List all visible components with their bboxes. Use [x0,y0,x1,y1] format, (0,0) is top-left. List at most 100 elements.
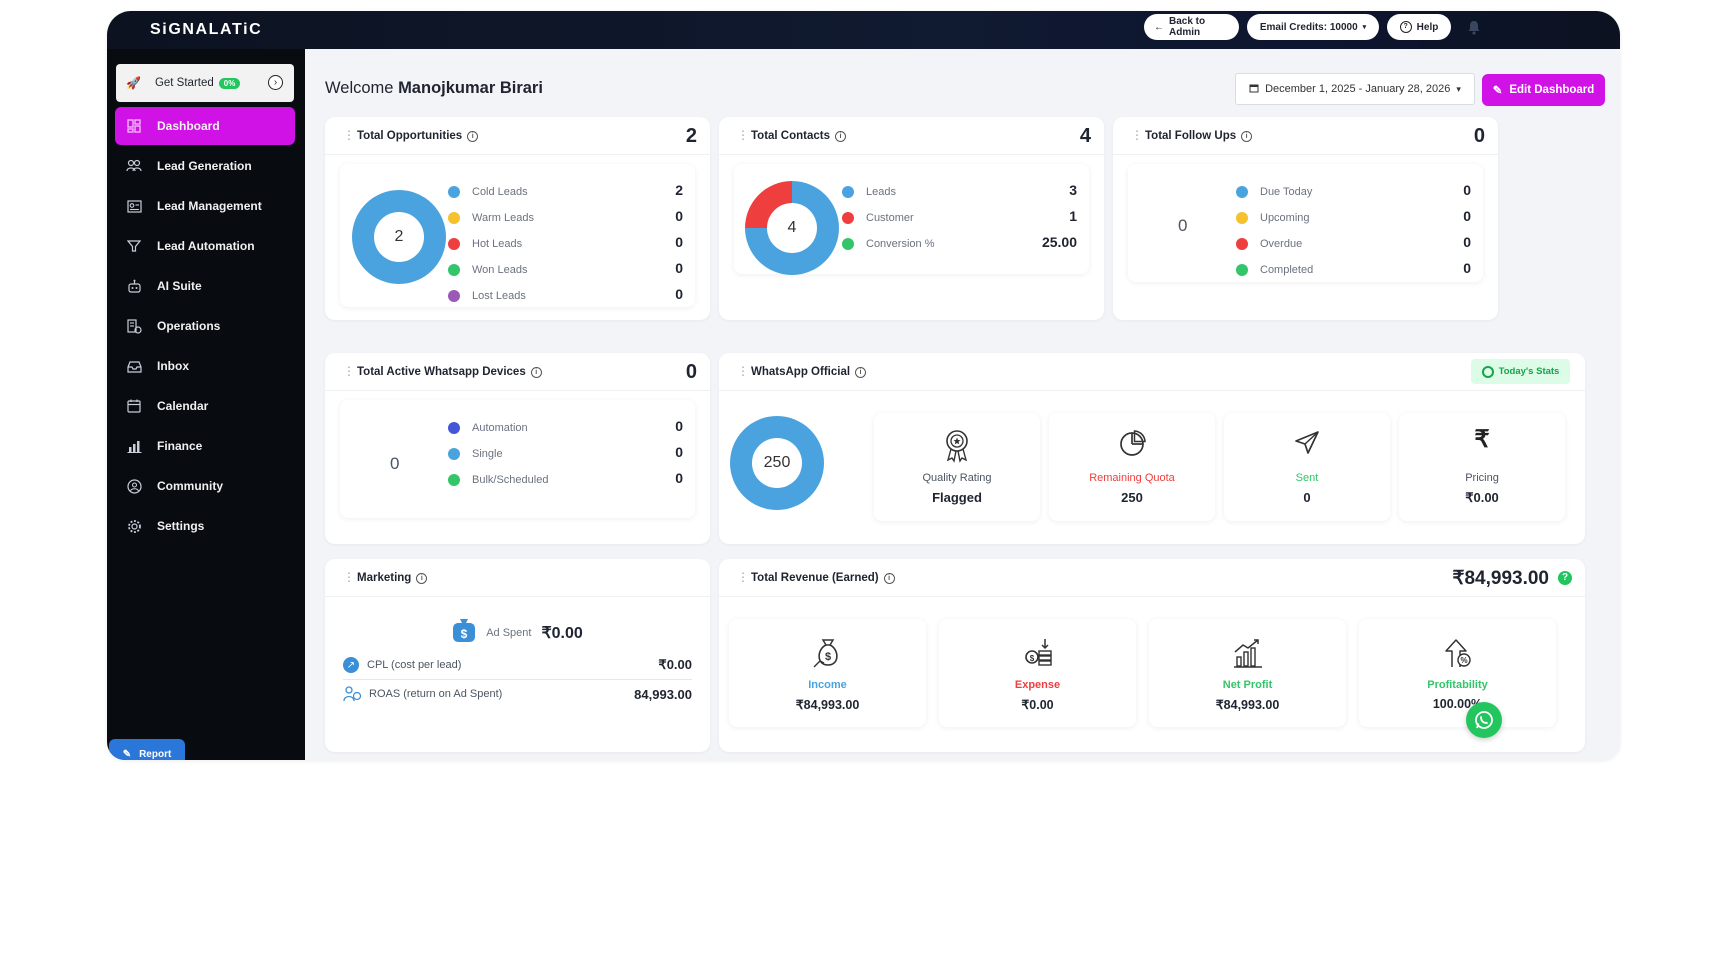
rupee-icon: ₹ [1474,426,1490,453]
legend-dot [448,422,460,434]
info-icon[interactable]: i [855,367,867,378]
legend-dot [448,212,460,224]
money-bag-icon: $ [452,617,476,648]
sidebar-item-settings[interactable]: Settings [115,507,295,545]
todays-stats-toggle[interactable]: Today's Stats [1471,359,1570,384]
logo: SiGNALATiC [150,21,263,38]
community-icon [126,478,142,494]
net-profit-stat: Net Profit ₹84,993.00 [1149,619,1346,727]
legend-value: 0 [675,234,683,250]
info-icon[interactable]: i [883,573,895,584]
opportunities-donut-chart: 2 [352,190,446,284]
legend-item: Due Today [1236,182,1312,202]
welcome-heading: Welcome Manojkumar Birari [325,79,543,97]
main-content: Welcome Manojkumar Birari December 1, 20… [305,49,1620,760]
whatsapp-chat-button[interactable] [1466,702,1502,738]
drag-handle-icon[interactable]: ⋮ [343,128,355,142]
sidebar-item-operations[interactable]: Operations [115,307,295,345]
funnel-icon [126,238,142,254]
drag-handle-icon[interactable]: ⋮ [737,570,749,584]
legend-item: Warm Leads [448,208,534,228]
drag-handle-icon[interactable]: ⋮ [737,128,749,142]
chevron-down-icon: ▾ [1362,24,1367,31]
opportunities-total: 2 [685,125,697,147]
svg-text:%: % [1460,656,1467,665]
legend-dot [448,448,460,460]
legend-dot [1236,186,1248,198]
legend-item: Bulk/Scheduled [448,470,548,490]
card-title: Total Follow Ups i [1145,130,1253,142]
card-title: Total Revenue (Earned) i [751,572,895,584]
legend-dot [842,212,854,224]
info-icon[interactable]: i [416,573,428,584]
get-started-button[interactable]: 🚀 Get Started 0% › [116,64,294,102]
report-button[interactable]: ✎ Report [109,739,185,760]
legend-value: 0 [675,444,683,460]
sidebar-item-calendar[interactable]: Calendar [115,387,295,425]
operations-icon [126,318,142,334]
email-credits-button[interactable]: Email Credits: 10000 ▾ [1247,14,1379,40]
drag-handle-icon[interactable]: ⋮ [343,364,355,378]
send-icon [1224,429,1390,457]
sidebar-item-community[interactable]: Community [115,467,295,505]
legend-dot [842,238,854,250]
legend-value: 0 [675,260,683,276]
drag-handle-icon[interactable]: ⋮ [1131,128,1143,142]
drag-handle-icon[interactable]: ⋮ [737,364,749,378]
drag-handle-icon[interactable]: ⋮ [343,570,355,584]
money-bag-icon: $ [729,637,926,669]
trend-icon: ↗ [343,657,359,673]
sidebar-item-ai-suite[interactable]: AI Suite [115,267,295,305]
revenue-card: ⋮ Total Revenue (Earned) i ₹84,993.00 ? $… [719,559,1585,752]
followups-center-value: 0 [1178,216,1188,235]
donut-center-value: 250 [752,438,802,488]
question-circle-icon: ? [1399,21,1412,33]
chevron-right-icon[interactable]: › [268,75,283,90]
sidebar-item-lead-automation[interactable]: Lead Automation [115,227,295,265]
opportunities-chart-panel: 2 Cold Leads 2 Warm Leads 0 Hot Leads 0 … [340,164,695,307]
legend-dot [448,290,460,302]
donut-center-value: 2 [374,212,424,262]
user-name: Manojkumar Birari [398,79,543,97]
sidebar-item-inbox[interactable]: Inbox [115,347,295,385]
sidebar-item-dashboard[interactable]: Dashboard [115,107,295,145]
arrow-left-icon: ← [1154,21,1164,33]
dashboard-icon [126,118,142,134]
rocket-icon: 🚀 [126,76,141,90]
sent-stat: Sent 0 [1224,413,1390,521]
bell-icon[interactable] [1467,20,1481,39]
card-title: Marketing i [357,572,428,584]
svg-text:$: $ [461,627,468,641]
followups-card: ⋮ Total Follow Ups i 0 0 Due Today 0 Upco… [1113,117,1498,320]
coins-icon: $ [939,637,1136,669]
legend-dot [448,238,460,250]
legend-dot [448,474,460,486]
date-range-picker[interactable]: December 1, 2025 - January 28, 2026 ▾ [1235,73,1475,105]
pie-chart-icon [1049,429,1215,457]
legend-item: Customer [842,208,914,228]
devices-center-value: 0 [390,454,400,473]
info-icon[interactable]: i [530,367,542,378]
whatsapp-icon [1475,711,1493,729]
help-button[interactable]: ? Help [1387,14,1451,40]
sidebar-item-lead-generation[interactable]: Lead Generation [115,147,295,185]
svg-text:$: $ [1029,654,1034,663]
award-badge-icon [874,429,1040,463]
followups-chart-panel: 0 Due Today 0 Upcoming 0 Overdue 0 Compl… [1128,164,1483,282]
back-to-admin-button[interactable]: ← Back to Admin [1144,14,1239,40]
info-icon[interactable]: i [835,131,847,142]
legend-value: 0 [1463,208,1471,224]
legend-item: Lost Leads [448,286,526,306]
edit-dashboard-button[interactable]: ✎ Edit Dashboard [1482,74,1605,106]
sidebar-item-lead-management[interactable]: Lead Management [115,187,295,225]
legend-item: Leads [842,182,896,202]
roas-row: ROAS (return on Ad Spent) 84,993.00 [343,681,692,707]
sidebar-item-finance[interactable]: Finance [115,427,295,465]
profitability-stat: % Profitability 100.00% [1359,619,1556,727]
info-icon[interactable]: i [1241,131,1253,142]
calendar-icon [1249,83,1259,96]
legend-item: Won Leads [448,260,527,280]
info-icon[interactable]: i [467,131,479,142]
help-circle-icon[interactable]: ? [1558,571,1572,585]
contacts-chart-panel: 4 Leads 3 Customer 1 Conversion % 25.00 [734,164,1089,275]
